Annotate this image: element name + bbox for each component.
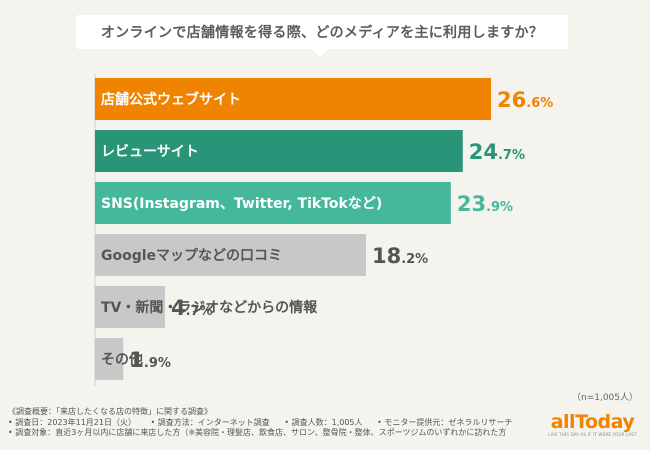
- footer-line-2: • 調査日：2023年11月21日（火） • 調査方法：インターネット調査 • …: [8, 418, 548, 429]
- chart-title: オンラインで店舗情報を得る際、どのメディアを主に利用しますか？: [100, 25, 544, 41]
- footer-line-3: • 調査対象：直近3ヶ月以内に店舗に来店した方（※美容院・理髪店、飲食店、サロン…: [8, 428, 507, 437]
- logo-tagline: LIVE THIS DAY AS IF IT WERE YOUR LAST: [548, 432, 637, 437]
- bar-label-1: レビューサイト: [101, 144, 199, 160]
- value-label-3: 18.2%: [372, 244, 428, 268]
- bar-label-5: その他: [101, 351, 143, 368]
- bar-4: [95, 286, 165, 328]
- bar-1: [95, 130, 463, 172]
- bar-5: [95, 338, 124, 380]
- value-label-0: 26.6%: [497, 88, 553, 112]
- bar-3: [95, 234, 366, 276]
- footer-provider: • モニター提供元：ゼネラルリサーチ: [377, 417, 513, 427]
- bar-label-2: SNS(Instagram、Twitter, TikTokなど): [101, 196, 382, 212]
- value-label-2: 23.9%: [457, 192, 513, 216]
- bar-label-3: Googleマップなどの口コミ: [101, 248, 282, 264]
- value-label-4: 4.7%: [171, 296, 213, 320]
- bar-0: [95, 78, 492, 120]
- bar-2: [95, 182, 451, 224]
- value-label-1: 24.7%: [469, 140, 525, 164]
- title-pointer: [312, 49, 328, 57]
- survey-footer: 《調査概要：「来店したくなる店の特徴」に関する調査》 • 調査日：2023年11…: [8, 407, 548, 439]
- logo-wordmark: allToday: [550, 411, 635, 433]
- bar-chart: 店舗公式ウェブサイト 26.6% レビューサイト 24.7% SNS(Instagram…: [94, 74, 553, 386]
- bar-label-0: 店舗公式ウェブサイト: [101, 91, 241, 108]
- chart-title-box: オンラインで店舗情報を得る際、どのメディアを主に利用しますか？: [76, 15, 568, 49]
- footer-count: • 調査人数：1,005人: [284, 417, 363, 427]
- footer-date: • 調査日：2023年11月21日（火）: [8, 417, 136, 427]
- footer-line-1: 《調査概要：「来店したくなる店の特徴」に関する調査》: [8, 407, 212, 416]
- value-label-5: 1.9%: [129, 348, 171, 372]
- footer-method: • 調査方法：インターネット調査: [150, 417, 270, 427]
- alltoday-logo: allToday LIVE THIS DAY AS IF IT WERE YOU…: [540, 412, 645, 438]
- bar-label-4: TV・新聞・ラジオなどからの情報: [101, 299, 318, 316]
- sample-size-note: （n=1,005人）: [571, 393, 638, 403]
